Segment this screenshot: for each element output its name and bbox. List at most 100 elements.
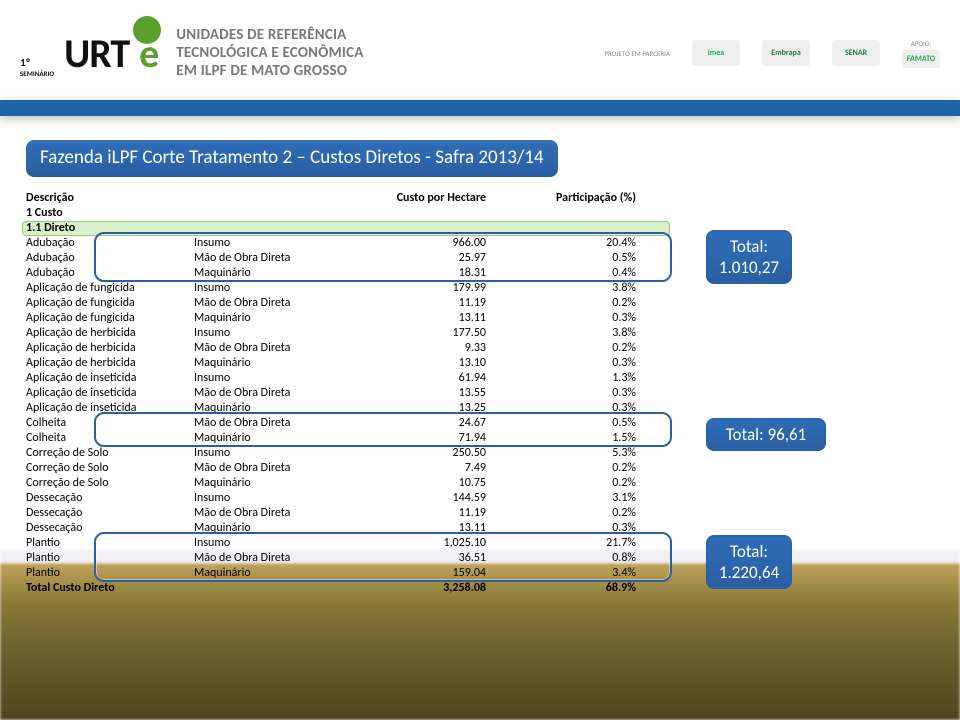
cell-desc: Adubação [26,251,194,266]
table-row: Correção de SoloMão de Obra Direta7.490.… [26,461,666,476]
cell-desc: Aplicação de herbicida [26,356,194,371]
cell-pct: 0.3% [504,386,654,401]
cell-type: Maquinário [194,521,354,536]
cell-type: Maquinário [194,311,354,326]
logo-imea: imea [692,40,740,66]
cell-type: Maquinário [194,356,354,371]
projeto-label: PROJETO EM PARCERIA [604,49,670,58]
cell-value: 25.97 [354,251,504,266]
callout-colh: Total: 96,61 [706,418,826,451]
slide-title: Fazenda iLPF Corte Tratamento 2 – Custos… [26,140,558,177]
cell-type: Insumo [194,281,354,296]
table-row: ColheitaMão de Obra Direta24.670.5% [26,416,666,431]
urte-circle-icon [133,16,161,44]
cell-value: 13.10 [354,356,504,371]
cell-value: 13.25 [354,401,504,416]
cell-pct: 0.3% [504,401,654,416]
blue-strip [0,100,960,116]
cell-value: 13.11 [354,521,504,536]
cell-desc: Adubação [26,236,194,251]
header: 1º SEMINÁRIO URT e UNIDADES DE REFERÊNCI… [0,0,960,100]
cell-value: 13.11 [354,311,504,326]
cell-pct: 5.3% [504,446,654,461]
cell-value: 250.50 [354,446,504,461]
cell-value: 179.99 [354,281,504,296]
cell-desc: Dessecação [26,506,194,521]
cell-type: Mão de Obra Direta [194,461,354,476]
cell-value: 13.55 [354,386,504,401]
cell-desc: Aplicação de fungicida [26,281,194,296]
cell-type: Mão de Obra Direta [194,416,354,431]
cell-value: 71.94 [354,431,504,446]
total-row: Total Custo Direto 3,258.08 68.9% [26,581,666,596]
seminar-ord: 1º [20,56,30,69]
table-row: Aplicação de fungicidaMão de Obra Direta… [26,296,666,311]
cell-pct: 0.2% [504,341,654,356]
cell-pct: 3.8% [504,326,654,341]
cell-pct: 0.5% [504,251,654,266]
table-row: PlantioInsumo1,025.1021.7% [26,536,666,551]
cell-value: 7.49 [354,461,504,476]
cell-type: Mão de Obra Direta [194,251,354,266]
cell-pct: 0.2% [504,476,654,491]
costs-table: Descrição Custo por Hectare Participação… [26,191,666,596]
cell-desc: Plantio [26,536,194,551]
col-part: Participação (%) [504,191,654,206]
cell-type: Maquinário [194,476,354,491]
seminar-word: SEMINÁRIO [20,69,54,78]
col-desc: Descrição [26,191,354,206]
cell-pct: 21.7% [504,536,654,551]
header-title: UNIDADES DE REFERÊNCIA TECNOLÓGICA E ECO… [176,26,363,80]
table-row: DessecaçãoInsumo144.593.1% [26,491,666,506]
cell-desc: Correção de Solo [26,461,194,476]
cell-value: 159.04 [354,566,504,581]
cell-desc: Aplicação de herbicida [26,341,194,356]
cell-type: Insumo [194,446,354,461]
cell-pct: 0.3% [504,311,654,326]
logo-senar: SENAR [832,40,880,66]
table-row: DessecaçãoMaquinário13.110.3% [26,521,666,536]
cell-pct: 3.1% [504,491,654,506]
table-header: Descrição Custo por Hectare Participação… [26,191,666,206]
cell-type: Mão de Obra Direta [194,341,354,356]
table-row: Correção de SoloMaquinário10.750.2% [26,476,666,491]
cell-type: Insumo [194,491,354,506]
cell-desc: Colheita [26,416,194,431]
cell-type: Mão de Obra Direta [194,296,354,311]
cell-desc: Dessecação [26,521,194,536]
table-row: PlantioMaquinário159.043.4% [26,566,666,581]
cell-pct: 0.8% [504,551,654,566]
cell-pct: 0.2% [504,506,654,521]
col-custo: Custo por Hectare [354,191,504,206]
content: Fazenda iLPF Corte Tratamento 2 – Custos… [26,140,934,596]
cell-pct: 0.3% [504,356,654,371]
cell-type: Maquinário [194,266,354,281]
table-row: Correção de SoloInsumo250.505.3% [26,446,666,461]
apoio-label: Apoio: [911,39,932,48]
cell-desc: Colheita [26,431,194,446]
cell-desc: Correção de Solo [26,446,194,461]
cell-pct: 3.8% [504,281,654,296]
apoio-block: Apoio: FAMATO [902,39,940,68]
cell-value: 10.75 [354,476,504,491]
cell-type: Mão de Obra Direta [194,386,354,401]
cell-value: 9.33 [354,341,504,356]
cell-desc: Aplicação de inseticida [26,371,194,386]
cell-desc: Aplicação de fungicida [26,311,194,326]
header-title-l2: TECNOLÓGICA E ECONÔMICA [176,44,363,62]
cell-desc: Plantio [26,566,194,581]
cell-value: 61.94 [354,371,504,386]
cell-value: 11.19 [354,296,504,311]
cell-desc: Aplicação de herbicida [26,326,194,341]
cell-pct: 0.2% [504,461,654,476]
cell-pct: 20.4% [504,236,654,251]
seminar-tag: 1º SEMINÁRIO [20,56,54,78]
header-title-l3: EM ILPF DE MATO GROSSO [176,62,363,80]
cell-type: Maquinário [194,566,354,581]
table-row: Aplicação de herbicidaMão de Obra Direta… [26,341,666,356]
cell-type: Insumo [194,371,354,386]
table-row: Aplicação de fungicidaMaquinário13.110.3… [26,311,666,326]
cell-pct: 0.4% [504,266,654,281]
cell-pct: 1.3% [504,371,654,386]
cell-type: Mão de Obra Direta [194,551,354,566]
